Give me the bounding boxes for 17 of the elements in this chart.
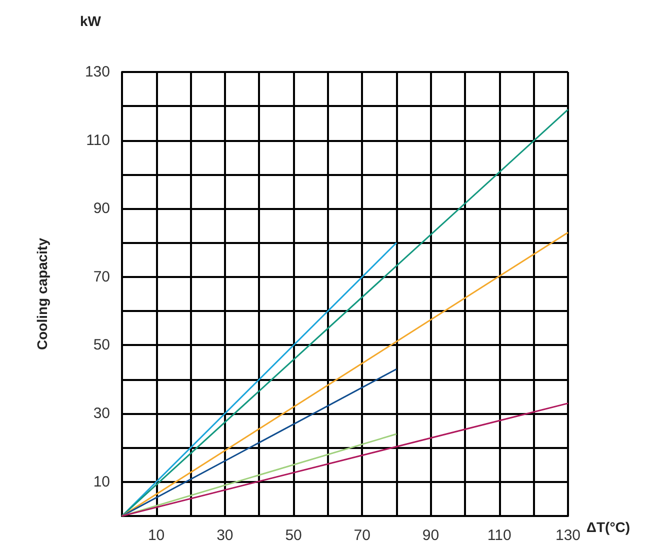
x-tick-label: 70 (354, 527, 370, 543)
x-tick-label: 130 (555, 527, 581, 543)
y-tick-label: 30 (93, 405, 110, 422)
text: kW (80, 13, 102, 29)
x-tick-label: 50 (285, 527, 302, 543)
y-tick-label: 130 (84, 64, 110, 80)
x-tick-label: 110 (487, 527, 512, 543)
y-tick-label: 110 (86, 132, 110, 149)
y-tick-label: 70 (93, 268, 110, 286)
y-axis-title: Cooling capacity (34, 238, 50, 350)
y-tick-label: 90 (93, 200, 110, 218)
x-tick-label: 90 (422, 527, 440, 543)
x-tick-label: 10 (148, 527, 165, 543)
y-tick-label: 50 (93, 336, 110, 354)
x-tick-label: 30 (216, 527, 234, 543)
y-tick-label: 10 (93, 473, 110, 490)
x-axis-title: ΔT(°C) (586, 519, 630, 535)
